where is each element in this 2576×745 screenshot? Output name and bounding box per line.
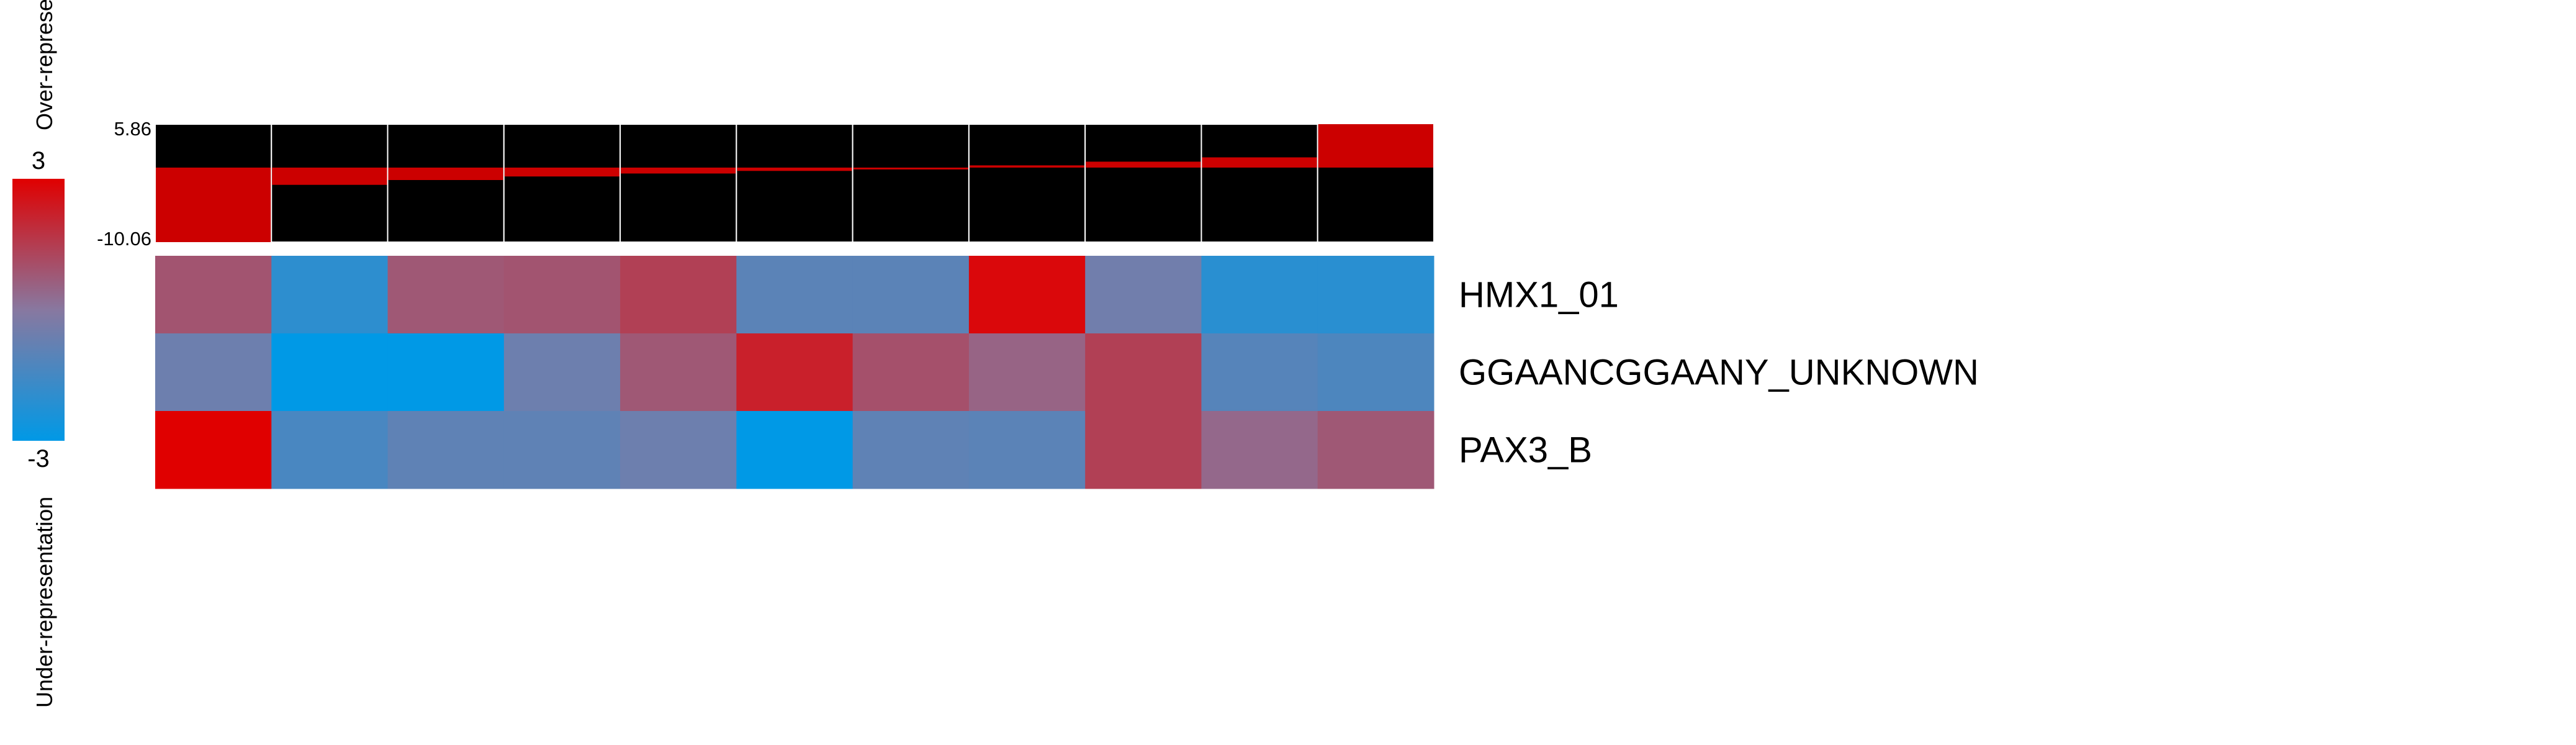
profile-bar bbox=[156, 167, 271, 242]
heatmap-cell bbox=[1317, 333, 1434, 412]
heatmap-cell bbox=[1201, 411, 1318, 489]
heatmap-cell bbox=[387, 411, 505, 489]
heatmap-cell bbox=[968, 411, 1086, 489]
profile-bar bbox=[1202, 157, 1317, 168]
heatmap-cell bbox=[852, 411, 970, 489]
heatmap-cell bbox=[1317, 256, 1434, 334]
row-label: PAX3_B bbox=[1459, 430, 1592, 471]
profile-cell-background bbox=[1084, 124, 1202, 243]
heatmap-cell bbox=[155, 411, 272, 489]
heatmap-cell bbox=[1201, 256, 1318, 334]
profile-bar bbox=[272, 167, 387, 185]
heatmap-cell bbox=[271, 256, 389, 334]
heatmap-cell bbox=[271, 411, 389, 489]
heatmap-grid bbox=[155, 256, 1434, 489]
profile-bar bbox=[737, 167, 852, 171]
heatmap-cell bbox=[620, 333, 737, 412]
legend-color-bar bbox=[12, 179, 65, 441]
profile-cell-background bbox=[503, 124, 621, 243]
heatmap-cell bbox=[155, 333, 272, 412]
heatmap-cell bbox=[736, 256, 853, 334]
heatmap-cell bbox=[968, 256, 1086, 334]
heatmap-cell bbox=[620, 411, 737, 489]
row-label: HMX1_01 bbox=[1459, 275, 1619, 315]
color-legend: Over-representation 3 -3 Under-represent… bbox=[12, 0, 65, 708]
heatmap-cell bbox=[1085, 411, 1202, 489]
profile-cell-background bbox=[736, 124, 853, 243]
profile-max-label: 5.86 bbox=[114, 118, 151, 140]
profile-min-label: -10.06 bbox=[97, 228, 151, 250]
legend-under-label: Under-representation bbox=[32, 497, 57, 708]
heatmap-cell bbox=[1085, 256, 1202, 334]
heatmap-cell bbox=[271, 333, 389, 412]
legend-max-label: 3 bbox=[32, 147, 45, 174]
profile-bar bbox=[1086, 161, 1201, 168]
heatmap-cell bbox=[736, 411, 853, 489]
legend-min-label: -3 bbox=[27, 445, 50, 472]
profile-cell-background bbox=[1200, 124, 1318, 243]
profile-cell-background bbox=[387, 124, 505, 243]
heatmap-cell bbox=[503, 411, 621, 489]
heatmap-cell bbox=[1085, 333, 1202, 412]
profile-bar bbox=[504, 167, 620, 177]
row-label: GGAANCGGAANY_UNKNOWN bbox=[1459, 353, 1979, 393]
heatmap-cell bbox=[852, 333, 970, 412]
profile-bar bbox=[969, 165, 1085, 168]
heatmap-cell bbox=[155, 256, 272, 334]
top-profile-panel: 5.86 -10.06 bbox=[97, 118, 1435, 250]
heatmap-cell bbox=[736, 333, 853, 412]
heatmap-cell bbox=[1201, 333, 1318, 412]
profile-bar bbox=[853, 167, 968, 169]
profile-cell-background bbox=[619, 124, 737, 243]
heatmap-cell bbox=[620, 256, 737, 334]
profile-bar bbox=[621, 167, 736, 174]
heatmap-cell bbox=[503, 256, 621, 334]
profile-cell-background bbox=[968, 124, 1086, 243]
heatmap-cell bbox=[387, 333, 505, 412]
heatmap-cell bbox=[968, 333, 1086, 412]
profile-bar bbox=[1318, 124, 1433, 168]
heatmap-cell bbox=[387, 256, 505, 334]
heatmap-cell bbox=[503, 333, 621, 412]
profile-bar bbox=[388, 167, 503, 180]
heatmap-cell bbox=[1317, 411, 1434, 489]
heatmap-cell bbox=[852, 256, 970, 334]
legend-over-label: Over-representation bbox=[32, 0, 57, 130]
profile-cell-background bbox=[852, 124, 970, 243]
row-labels: HMX1_01 GGAANCGGAANY_UNKNOWN PAX3_B bbox=[1459, 275, 1979, 471]
